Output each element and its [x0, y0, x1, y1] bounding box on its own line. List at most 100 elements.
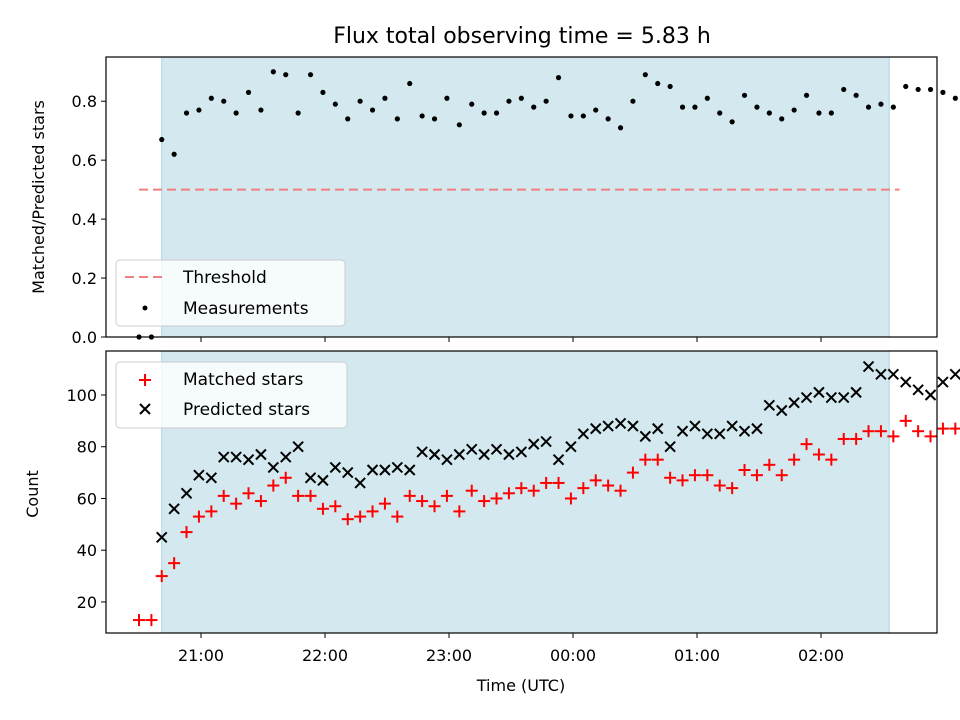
legend-measurements-label: Measurements	[183, 299, 309, 319]
measurement-point	[754, 104, 760, 110]
predicted-star-point	[577, 428, 590, 440]
measurement-point	[171, 151, 177, 157]
x-stroke-b	[639, 430, 652, 443]
matched-star-point	[192, 510, 205, 523]
measurement-point	[741, 92, 748, 98]
predicted-star-point	[937, 376, 949, 388]
x-stroke-b	[565, 441, 577, 453]
x-stroke-b	[614, 417, 627, 430]
measurement-point	[518, 95, 524, 101]
x-stroke-b	[267, 461, 280, 474]
x-tick-label: 22:00	[302, 646, 348, 665]
legend-threshold-label: Threshold	[182, 268, 267, 288]
predicted-star-point	[540, 435, 552, 448]
measurement-point	[779, 116, 785, 122]
x-stroke-b	[391, 461, 404, 474]
x-stroke-b	[490, 443, 503, 456]
x-tick-label: 21:00	[178, 646, 224, 665]
predicted-star-point	[428, 448, 441, 461]
bottom-legend: Matched stars Predicted stars	[115, 361, 348, 429]
x-stroke-b	[825, 391, 838, 404]
measurement-point	[791, 107, 797, 113]
x-stroke-b	[763, 399, 776, 412]
x-stroke-b	[838, 391, 850, 404]
x-stroke-b	[850, 386, 862, 399]
matched-star-point	[899, 414, 912, 427]
x-stroke-b	[441, 453, 453, 466]
bottom-y-label: Count	[23, 470, 42, 518]
predicted-star-point	[875, 368, 887, 380]
matched-star-point	[453, 505, 466, 518]
x-stroke-b	[317, 474, 329, 487]
predicted-star-point	[267, 461, 280, 474]
predicted-stars-series	[156, 360, 960, 543]
matched-star-point	[726, 482, 739, 495]
matched-star-point	[490, 492, 503, 505]
measurement-point	[221, 98, 227, 104]
matched-star-point	[478, 495, 491, 508]
predicted-star-point	[565, 441, 577, 453]
predicted-star-point	[478, 448, 490, 461]
measurement-point	[419, 113, 425, 119]
x-stroke-b	[813, 386, 825, 399]
ratio-panel: Flux total observing time = 5.83 h 0.00.…	[29, 24, 958, 347]
matched-star-point	[540, 476, 553, 489]
matched-star-point	[639, 453, 652, 466]
x-stroke-b	[800, 391, 813, 404]
predicted-star-point	[342, 466, 354, 479]
predicted-star-point	[714, 428, 726, 440]
measurement-point	[307, 72, 314, 78]
predicted-star-point	[639, 430, 652, 443]
top-plot-frame	[105, 56, 938, 338]
matched-star-point	[242, 487, 255, 500]
matched-star-point	[279, 471, 292, 484]
x-stroke-b	[528, 438, 540, 450]
measurement-point	[568, 113, 574, 119]
y-tick-label: 0.8	[72, 92, 97, 111]
measurement-point	[332, 101, 338, 107]
predicted-star-point	[515, 446, 528, 458]
x-stroke-b	[627, 420, 639, 432]
x-stroke-b	[701, 428, 714, 440]
x-stroke-b	[726, 420, 738, 432]
x-stroke-b	[912, 384, 924, 396]
measurement-point	[717, 110, 723, 116]
x-stroke-b	[366, 464, 379, 476]
predicted-star-point	[900, 376, 912, 388]
predicted-star-point	[168, 503, 180, 515]
measurement-point	[952, 95, 958, 101]
predicted-star-point	[193, 469, 205, 481]
measurement-point	[233, 110, 239, 116]
matched-star-point	[949, 422, 960, 435]
measurement-point	[915, 86, 921, 93]
matched-star-point	[403, 489, 416, 502]
x-stroke-b	[342, 466, 354, 479]
measurement-point	[865, 104, 872, 110]
top-legend-box	[115, 259, 346, 327]
measurement-point	[431, 116, 438, 122]
matched-star-point	[850, 432, 863, 445]
matched-star-point	[912, 425, 925, 438]
predicted-star-point	[416, 446, 428, 458]
measurement-point	[704, 95, 710, 101]
measurement-point	[828, 110, 834, 116]
x-stroke-b	[379, 464, 391, 476]
predicted-star-point	[912, 384, 924, 396]
matched-stars-series	[133, 414, 960, 627]
predicted-star-point	[453, 448, 466, 461]
x-stroke-b	[503, 448, 515, 461]
x-stroke-b	[478, 448, 490, 461]
x-stroke-b	[180, 487, 193, 500]
predicted-star-point	[776, 404, 788, 417]
measurement-point	[605, 116, 611, 122]
measurement-point	[841, 86, 847, 93]
x-stroke-b	[887, 368, 900, 380]
x-stroke-b	[788, 397, 800, 409]
measurement-point	[555, 75, 562, 81]
measurement-point	[394, 116, 400, 122]
legend-matched-label: Matched stars	[183, 370, 303, 390]
x-stroke-b	[168, 503, 180, 515]
y-tick-label: 0.2	[72, 269, 97, 288]
predicted-star-point	[317, 474, 329, 487]
matched-star-point	[428, 500, 441, 513]
